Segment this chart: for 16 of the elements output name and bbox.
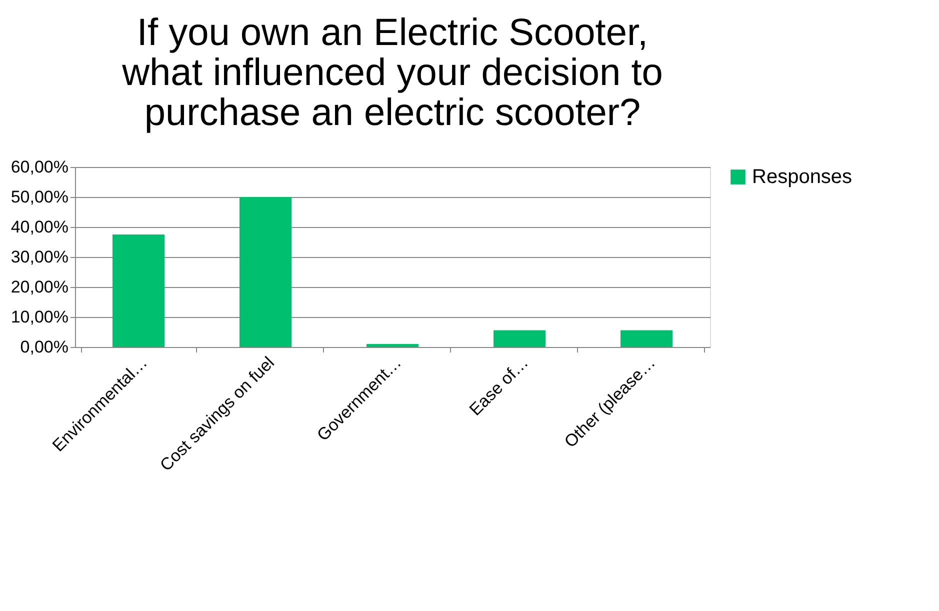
legend-label: Responses [752,166,852,188]
y-tick-label: 40,00% [10,218,68,236]
y-tick-label: 30,00% [10,248,68,266]
text: If you own an Electric Scooter, [136,12,648,54]
bar [366,344,418,347]
y-tick-label: 60,00% [10,158,68,176]
bar [112,234,164,347]
y-tick-label: 20,00% [10,278,68,296]
bar [620,330,672,347]
y-tick-label: 50,00% [10,188,68,206]
text: what influenced your decision to [122,52,663,94]
text: purchase an electric scooter? [144,92,641,134]
y-tick-label: 10,00% [10,308,68,326]
bar [240,197,292,347]
y-tick-label: 0,00% [20,338,68,356]
bar [494,330,546,347]
